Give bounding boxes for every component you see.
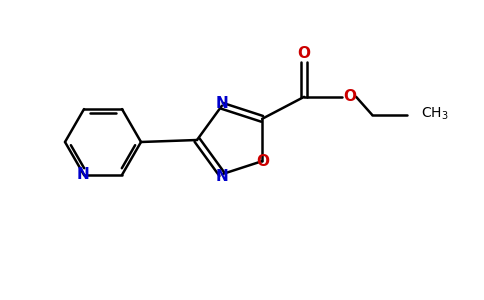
Text: N: N <box>76 167 90 182</box>
Text: O: O <box>257 154 270 169</box>
Text: CH$_3$: CH$_3$ <box>421 106 449 122</box>
Text: O: O <box>298 46 311 61</box>
Text: N: N <box>215 96 228 111</box>
Text: N: N <box>215 169 228 184</box>
Text: O: O <box>344 89 357 104</box>
